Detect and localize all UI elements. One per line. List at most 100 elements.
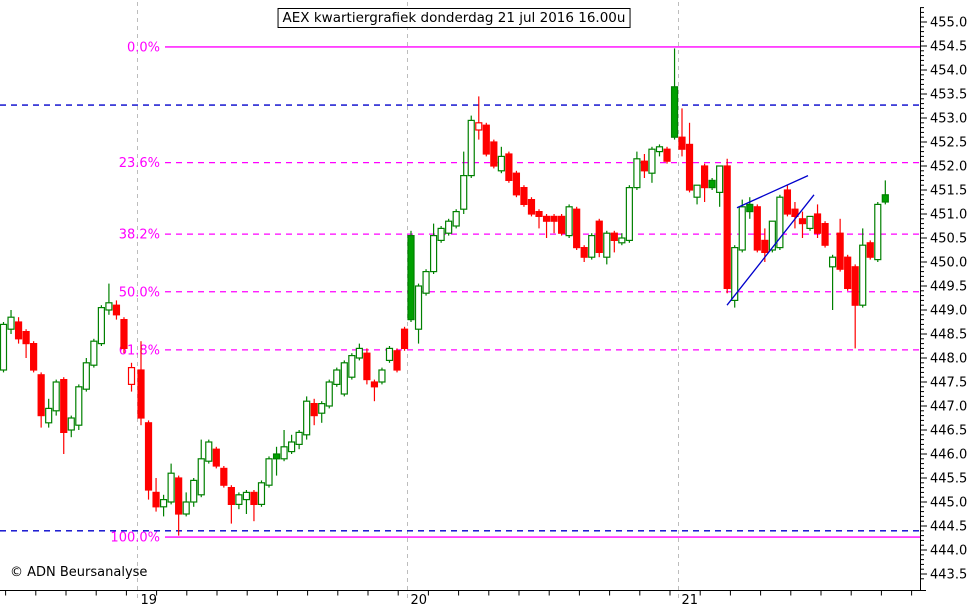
candle: [603, 232, 611, 258]
candle: [22, 331, 30, 345]
candle: [370, 381, 379, 388]
y-axis-label: 451.0: [930, 208, 967, 223]
y-axis-label: 445.0: [930, 496, 967, 511]
candle: [325, 381, 333, 407]
candle: [30, 343, 38, 371]
candle: [288, 441, 296, 453]
x-axis-day-label: 19: [141, 593, 158, 608]
candle: [422, 271, 430, 294]
y-axis-label: 454.0: [930, 64, 967, 79]
candle: [678, 136, 686, 150]
candle: [512, 172, 521, 196]
candle: [625, 187, 633, 242]
y-axis-label: 449.5: [930, 280, 967, 295]
candle: [75, 386, 83, 426]
candle: [768, 220, 776, 251]
candle: [127, 367, 136, 386]
y-axis-label: 444.0: [930, 544, 967, 559]
y-axis-label: 455.0: [930, 16, 967, 31]
candle: [250, 491, 258, 505]
y-axis-label: 449.0: [930, 304, 967, 319]
candle: [708, 179, 716, 189]
candle: [105, 302, 113, 311]
candle: [60, 379, 68, 434]
candle: [452, 211, 460, 227]
candle: [37, 374, 45, 417]
candle: [393, 350, 401, 371]
y-axis-label: 444.5: [930, 520, 967, 535]
candle: [235, 494, 243, 505]
fibonacci-label: 61.8%: [119, 343, 160, 358]
candle: [490, 141, 498, 167]
candle: [851, 266, 859, 306]
fibonacci-label: 100.0%: [110, 531, 160, 546]
candle: [97, 307, 105, 345]
candle: [385, 347, 394, 361]
candle: [505, 153, 513, 181]
trendline: [726, 194, 815, 306]
candle: [400, 328, 409, 350]
candle: [414, 285, 423, 330]
y-axis-label: 447.5: [930, 376, 967, 391]
candle: [874, 203, 882, 261]
candle: [791, 208, 799, 217]
candle: [197, 458, 205, 496]
candle: [152, 491, 160, 508]
candle: [45, 407, 53, 424]
candle: [460, 175, 468, 210]
candle: [407, 235, 415, 321]
x-axis-day-label: 20: [411, 593, 428, 608]
candle: [445, 220, 453, 234]
candle: [557, 215, 566, 234]
candle: [257, 482, 266, 505]
candle: [535, 211, 543, 218]
candle: [776, 196, 784, 249]
y-axis-label: 443.5: [930, 568, 967, 583]
trendline: [736, 175, 809, 209]
y-axis-label: 452.0: [930, 160, 967, 175]
candle: [836, 232, 844, 270]
candle: [475, 122, 483, 131]
candle: [7, 316, 15, 330]
candle: [482, 124, 490, 155]
candle: [520, 187, 528, 206]
candle: [112, 304, 121, 316]
fibonacci-label: 50.0%: [119, 285, 160, 300]
candle: [610, 232, 618, 241]
candle: [542, 215, 551, 222]
candle: [588, 235, 596, 258]
candle: [550, 215, 558, 222]
candle: [205, 441, 213, 462]
candle: [753, 206, 761, 251]
candle: [280, 446, 288, 460]
x-axis-day-label: 21: [682, 593, 699, 608]
candle: [828, 256, 837, 268]
candle: [881, 194, 889, 203]
candle: [648, 148, 656, 174]
copyright-label: © ADN Beursanalyse: [10, 565, 148, 580]
y-axis-label: 453.0: [930, 112, 967, 127]
candle: [573, 208, 581, 249]
candle: [429, 235, 438, 273]
candle: [272, 453, 281, 460]
fibonacci-label: 0.0%: [127, 40, 160, 55]
candle: [497, 155, 505, 172]
y-axis-label: 445.5: [930, 472, 967, 487]
y-axis-label: 453.5: [930, 88, 967, 103]
candle: [378, 369, 386, 383]
candle: [310, 403, 318, 417]
candle: [580, 247, 588, 258]
candle: [0, 323, 8, 371]
y-axis-label: 452.5: [930, 136, 967, 151]
candle: [813, 213, 822, 234]
y-axis-label: 447.0: [930, 400, 967, 415]
candle: [595, 220, 603, 253]
candle: [242, 491, 251, 501]
candle: [82, 362, 90, 390]
candle: [844, 256, 852, 290]
candle: [220, 467, 228, 486]
y-axis-label: 450.0: [930, 256, 967, 271]
candle: [685, 143, 694, 191]
